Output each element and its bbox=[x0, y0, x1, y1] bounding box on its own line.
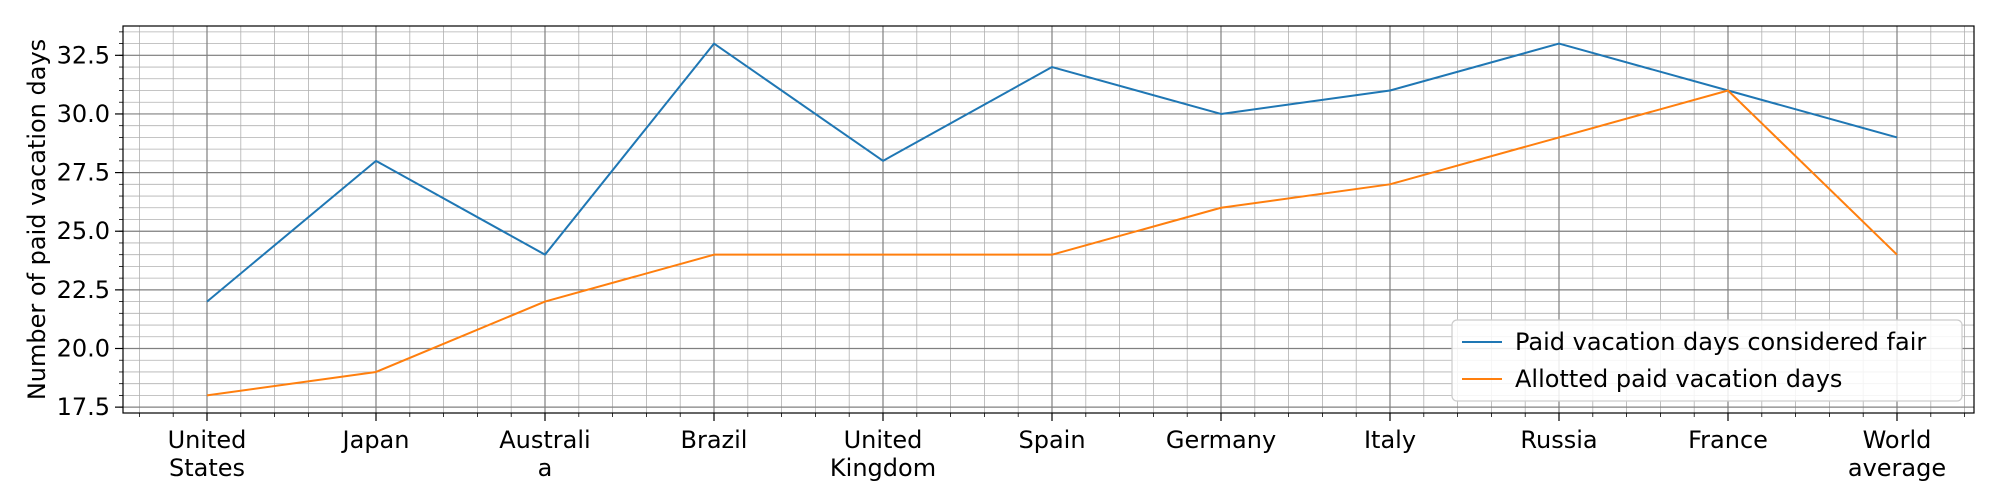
series-line-allotted bbox=[206, 89, 1898, 397]
y-tick-label: 17.5 bbox=[57, 393, 110, 421]
y-tick-label: 32.5 bbox=[57, 41, 110, 69]
y-axis: 17.5 20.0 22.5 25.0 27.5 30.0 32.5 bbox=[57, 31, 123, 421]
x-tick-label-line: United bbox=[168, 426, 247, 454]
x-tick-label: Australi a bbox=[499, 426, 590, 482]
y-tick-label: 30.0 bbox=[57, 100, 110, 128]
x-tick-label: United Kingdom bbox=[830, 426, 936, 482]
x-tick-label: United States bbox=[168, 426, 247, 482]
x-tick-label-line: United bbox=[844, 426, 923, 454]
x-tick-label-line: Spain bbox=[1018, 426, 1085, 454]
x-tick-label: Brazil bbox=[681, 426, 748, 454]
x-tick-label-line: France bbox=[1688, 426, 1768, 454]
legend-box bbox=[1451, 319, 1963, 402]
x-tick-label: Spain bbox=[1018, 426, 1085, 454]
x-tick-label-line: Brazil bbox=[681, 426, 748, 454]
x-tick-label-line: World bbox=[1863, 426, 1932, 454]
x-tick-label-line: average bbox=[1848, 454, 1946, 482]
x-tick-label-line: Australi bbox=[499, 426, 590, 454]
legend-label-fair: Paid vacation days considered fair bbox=[1515, 328, 1926, 356]
x-tick-label-line: Russia bbox=[1520, 426, 1597, 454]
series-layer bbox=[206, 42, 1898, 397]
x-tick-label: Germany bbox=[1166, 426, 1276, 454]
y-tick-label: 27.5 bbox=[57, 159, 110, 187]
x-tick-label: World average bbox=[1848, 426, 1946, 482]
x-tick-label: Japan bbox=[341, 426, 410, 454]
x-tick-label-line: Kingdom bbox=[830, 454, 936, 482]
x-tick-label-line: Japan bbox=[341, 426, 410, 454]
x-tick-label: Italy bbox=[1364, 426, 1416, 454]
y-tick-label: 25.0 bbox=[57, 217, 110, 245]
y-tick-label: 20.0 bbox=[57, 335, 110, 363]
x-tick-label: Russia bbox=[1520, 426, 1597, 454]
x-tick-label-line: Germany bbox=[1166, 426, 1276, 454]
legend: Paid vacation days considered fair Allot… bbox=[1451, 319, 1963, 402]
x-tick-label-line: States bbox=[169, 454, 245, 482]
y-axis-title: Number of paid vacation days bbox=[23, 39, 51, 400]
y-tick-label: 22.5 bbox=[57, 276, 110, 304]
x-tick-label: France bbox=[1688, 426, 1768, 454]
legend-label-allotted: Allotted paid vacation days bbox=[1515, 365, 1842, 393]
series-line-fair bbox=[206, 42, 1898, 303]
x-tick-label-line: Italy bbox=[1364, 426, 1416, 454]
x-tick-label-line: a bbox=[538, 454, 553, 482]
